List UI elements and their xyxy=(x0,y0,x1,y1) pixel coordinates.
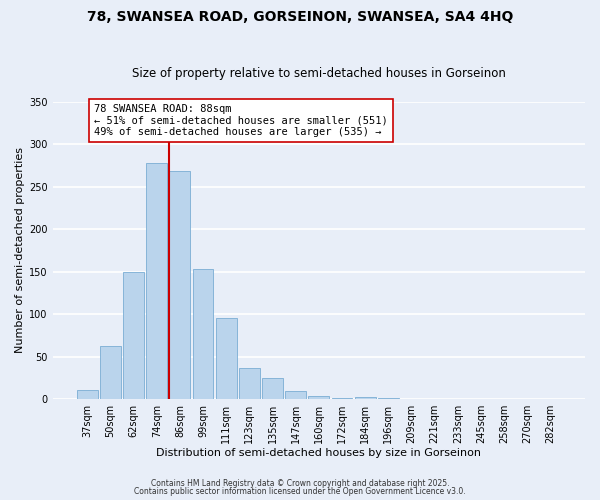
Title: Size of property relative to semi-detached houses in Gorseinon: Size of property relative to semi-detach… xyxy=(132,66,506,80)
Bar xyxy=(193,269,214,399)
Bar xyxy=(100,346,121,399)
Bar xyxy=(123,272,144,399)
Text: 78, SWANSEA ROAD, GORSEINON, SWANSEA, SA4 4HQ: 78, SWANSEA ROAD, GORSEINON, SWANSEA, SA… xyxy=(87,10,513,24)
Bar xyxy=(332,398,352,399)
Text: 78 SWANSEA ROAD: 88sqm
← 51% of semi-detached houses are smaller (551)
49% of se: 78 SWANSEA ROAD: 88sqm ← 51% of semi-det… xyxy=(94,104,388,138)
Y-axis label: Number of semi-detached properties: Number of semi-detached properties xyxy=(15,148,25,354)
Bar xyxy=(169,171,190,399)
Text: Contains HM Land Registry data © Crown copyright and database right 2025.: Contains HM Land Registry data © Crown c… xyxy=(151,478,449,488)
Bar xyxy=(285,390,306,399)
Bar xyxy=(77,390,98,399)
Bar xyxy=(216,318,236,399)
Bar xyxy=(239,368,260,399)
Bar xyxy=(355,398,376,399)
Bar xyxy=(262,378,283,399)
Bar xyxy=(308,396,329,399)
Bar xyxy=(378,398,399,399)
Bar xyxy=(146,162,167,399)
X-axis label: Distribution of semi-detached houses by size in Gorseinon: Distribution of semi-detached houses by … xyxy=(157,448,481,458)
Text: Contains public sector information licensed under the Open Government Licence v3: Contains public sector information licen… xyxy=(134,487,466,496)
